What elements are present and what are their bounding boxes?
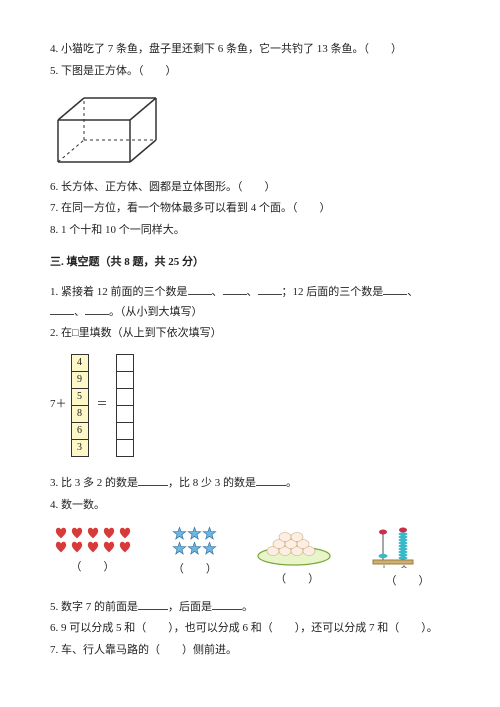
question-8: 8. 1 个十和 10 个一同样大。	[50, 221, 450, 241]
cell-right	[116, 439, 134, 457]
equals-label: ＝	[97, 395, 108, 415]
fq3b: ，比 8 少 3 的数是	[168, 477, 256, 489]
question-7: 7. 在同一方位，看一个物体最多可以看到 4 个面。（ ）	[50, 199, 450, 219]
cell-left: 4	[71, 354, 89, 372]
hearts-blank: （ ）	[50, 558, 135, 578]
fill-q4: 4. 数一数。	[50, 496, 450, 516]
cell-left: 5	[71, 388, 89, 406]
fill-q5: 5. 数字 7 的前面是 ，后面是 。	[50, 598, 450, 618]
fq1b: ；12 后面的三个数是	[282, 286, 384, 298]
cell-right	[116, 405, 134, 423]
tens-label: 十	[380, 564, 388, 568]
ones-label: 个	[400, 565, 408, 568]
question-6: 6. 长方体、正方体、圆都是立体图形。（ ）	[50, 178, 450, 198]
fill-q3: 3. 比 3 多 2 的数是 ，比 8 少 3 的数是 。	[50, 474, 450, 494]
hearts-group: （ ）	[50, 526, 135, 592]
cell-right	[116, 371, 134, 389]
left-column: 495863	[71, 354, 89, 456]
abacus-blank: （ ）	[365, 572, 450, 592]
fill-q6: 6. 9 可以分成 5 和（ ），也可以分成 6 和（ ），还可以分成 7 和（…	[50, 619, 450, 639]
plate-blank: （ ）	[255, 570, 340, 590]
fill-q1: 1. 紧接着 12 前面的三个数是、、；12 后面的三个数是、、。（从小到大填写…	[50, 283, 450, 323]
cell-left: 6	[71, 422, 89, 440]
section-3-title: 三. 填空题（共 8 题，共 25 分）	[50, 253, 450, 273]
fq1a: 1. 紧接着 12 前面的三个数是	[50, 286, 188, 298]
stars-group: （ ）	[152, 526, 237, 592]
stars-blank: （ ）	[152, 560, 237, 580]
plus-label: 7＋	[50, 395, 67, 415]
right-column	[116, 354, 134, 456]
cell-right	[116, 422, 134, 440]
fq5c: 。	[242, 601, 253, 613]
cuboid-figure	[50, 90, 450, 168]
cell-right	[116, 354, 134, 372]
fq5a: 5. 数字 7 的前面是	[50, 601, 138, 613]
question-4: 4. 小猫吃了 7 条鱼，盘子里还剩下 6 条鱼，它一共钓了 13 条鱼。（ ）	[50, 40, 450, 60]
fill-q2: 2. 在□里填数（从上到下依次填写）	[50, 324, 450, 344]
abacus-group: 十 个 （ ）	[365, 526, 450, 592]
fq3a: 3. 比 3 多 2 的数是	[50, 477, 138, 489]
fq1c: 。（从小到大填写）	[109, 306, 203, 318]
question-5: 5. 下图是正方体。（ ）	[50, 62, 450, 82]
counting-row: （ ） （ ） （ ）	[50, 526, 450, 592]
fq5b: ，后面是	[168, 601, 212, 613]
cell-left: 9	[71, 371, 89, 389]
plate-group: （ ）	[255, 526, 340, 592]
fill-q7: 7. 车、行人靠马路的（ ）侧前进。	[50, 641, 450, 661]
cell-left: 3	[71, 439, 89, 457]
cell-right	[116, 388, 134, 406]
addition-puzzle: 7＋ 495863 ＝	[50, 354, 450, 456]
cell-left: 8	[71, 405, 89, 423]
fq3c: 。	[286, 477, 297, 489]
